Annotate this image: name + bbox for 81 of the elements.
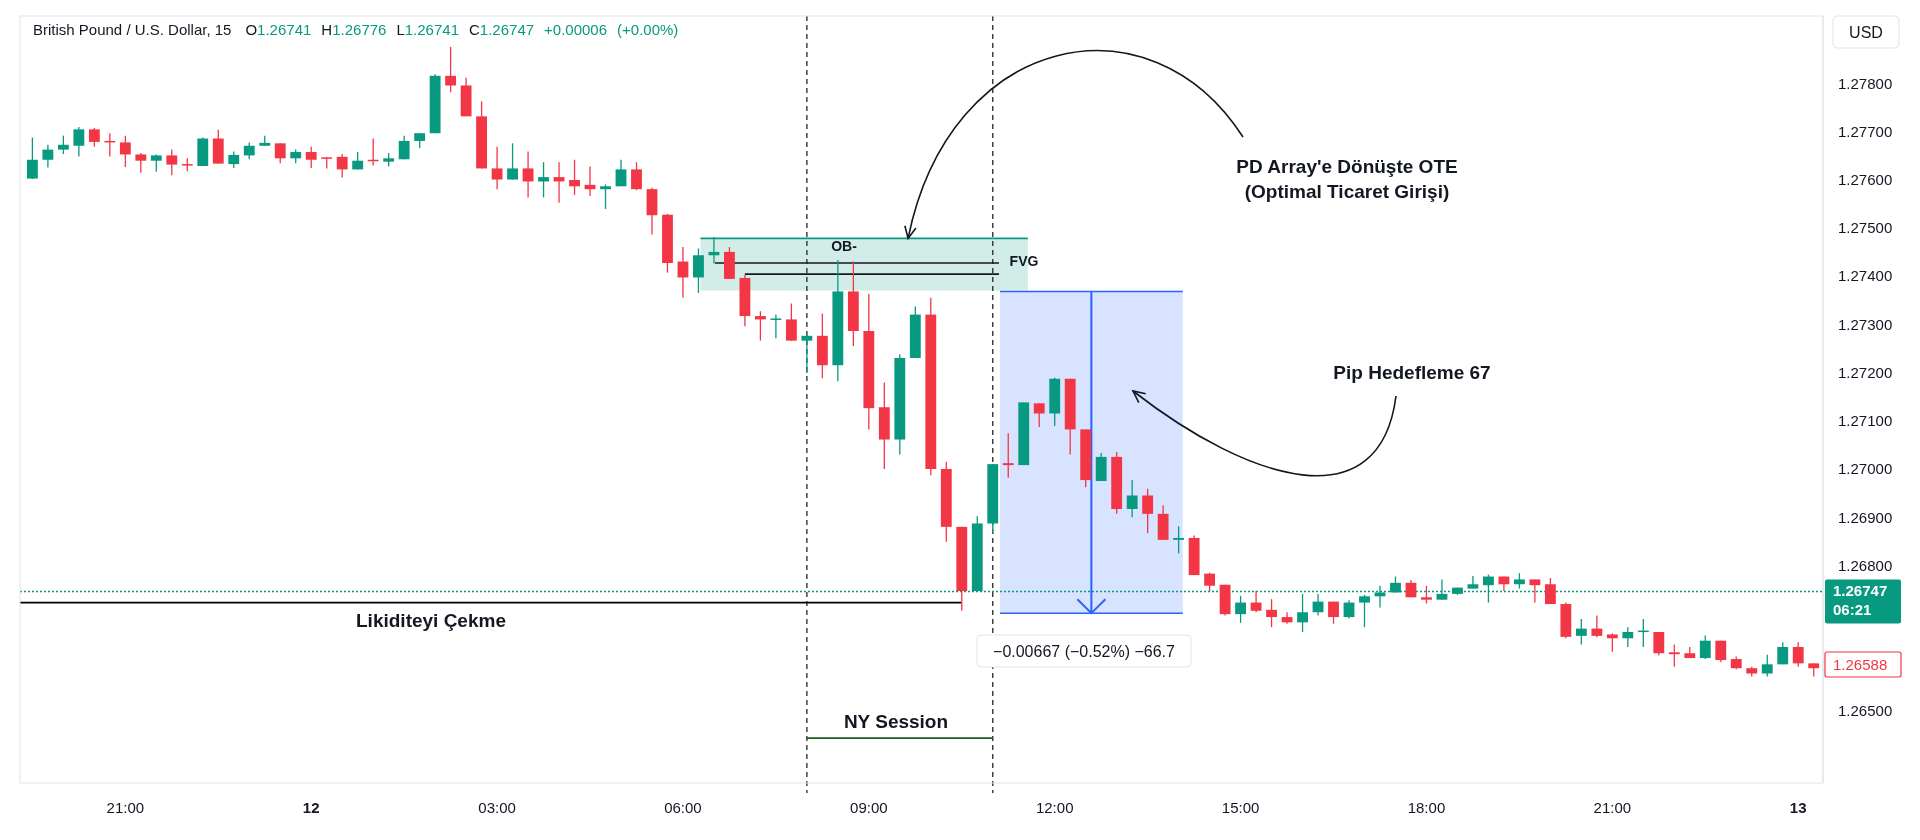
- candlestick: [1126, 479, 1138, 518]
- candlestick: [1792, 641, 1804, 668]
- candlestick: [1529, 578, 1541, 604]
- candlestick: [1033, 402, 1045, 428]
- candlestick: [1544, 577, 1556, 605]
- candlestick: [600, 183, 611, 210]
- candlestick: [1575, 618, 1587, 646]
- annotation: Pip Hedefleme 67: [1333, 361, 1491, 383]
- x-tick-label: 21:00: [1593, 799, 1632, 816]
- candlestick: [26, 136, 38, 180]
- y-axis-title: USD: [1849, 24, 1883, 41]
- candlestick: [1142, 488, 1154, 534]
- y-tick-label: 1.27500: [1838, 219, 1893, 237]
- y-tick-label: 1.27700: [1838, 122, 1893, 140]
- candlestick: [1002, 432, 1014, 479]
- candlestick: [507, 142, 518, 181]
- candlestick: [73, 126, 85, 158]
- candlestick: [569, 159, 580, 196]
- candlestick: [615, 159, 627, 187]
- candlestick: [1699, 634, 1711, 660]
- x-tick-label: 09:00: [850, 799, 888, 816]
- x-tick-label: 21:00: [106, 799, 145, 816]
- y-tick-label: 1.27600: [1838, 171, 1893, 189]
- x-tick-label: 13: [1789, 799, 1807, 816]
- candlestick: [1359, 594, 1370, 628]
- candlestick: [785, 302, 797, 342]
- annotation: Likiditeyi Çekme: [356, 609, 506, 631]
- x-tick-label: 12:00: [1035, 799, 1074, 816]
- candlestick: [693, 247, 704, 294]
- annotation: −0.00667 (−0.52%) −66.7: [993, 643, 1176, 660]
- candlestick: [1761, 654, 1773, 678]
- candlestick: [631, 161, 642, 191]
- x-tick-label: 06:00: [664, 799, 702, 816]
- candlestick: [57, 134, 69, 155]
- candlestick: [135, 152, 147, 174]
- candlestick: [1591, 614, 1603, 638]
- candlestick: [305, 146, 317, 169]
- candlestick: [1173, 525, 1185, 555]
- candlestick: [1606, 632, 1618, 653]
- y-tick-label: 1.27000: [1838, 460, 1893, 478]
- y-tick-label: 1.27800: [1838, 74, 1893, 92]
- x-tick-label: 15:00: [1221, 799, 1260, 816]
- chart-title: British Pound / U.S. Dollar, 15: [33, 21, 232, 38]
- candlestick: [274, 142, 286, 164]
- ref-line-label: 1.26747 06:21: [1833, 582, 1888, 619]
- candlestick: [336, 153, 348, 179]
- candlestick: [1297, 593, 1308, 633]
- candlestick: [801, 333, 813, 374]
- y-tick-label: 1.27200: [1838, 363, 1893, 381]
- candlestick: [166, 148, 178, 176]
- candlestick: [1653, 631, 1665, 656]
- y-tick-label: 1.26800: [1838, 556, 1893, 574]
- y-tick-label: 1.27100: [1838, 412, 1893, 430]
- candlestick: [538, 161, 549, 199]
- candlestick: [491, 146, 503, 190]
- candlestick: [1266, 598, 1277, 628]
- y-tick-label: 1.26900: [1838, 508, 1893, 526]
- candlestick: [445, 46, 457, 93]
- x-tick-label: 18:00: [1407, 799, 1446, 816]
- candlestick: [1235, 595, 1247, 624]
- candlestick: [1622, 626, 1634, 648]
- annotation: OB-: [831, 237, 858, 254]
- candlestick: [119, 134, 131, 168]
- annotation: PD Array'e Dönüşte OTE (Optimal Ticaret Girişi): [1236, 155, 1458, 203]
- annotation: NY Session: [843, 710, 949, 732]
- candlestick: [770, 313, 782, 339]
- annotation: FVG: [1009, 252, 1039, 269]
- candlestick: [88, 127, 100, 148]
- candlestick: [1467, 575, 1479, 590]
- candlestick: [1250, 590, 1262, 613]
- y-tick-label: 1.27300: [1838, 315, 1893, 333]
- x-tick-label: 12: [302, 799, 320, 816]
- candlestick: [42, 144, 54, 169]
- x-tick-label: 03:00: [478, 799, 516, 816]
- y-tick-label: 1.26500: [1838, 701, 1893, 719]
- candlestick: [522, 150, 534, 199]
- candlestick: [1204, 572, 1216, 592]
- text: 1.26588: [1833, 656, 1888, 673]
- candlestick: [1668, 643, 1680, 668]
- text: O1.26741 H1.26776 L1.26741 C1.26747 +0.00006 (+0.00%): [245, 21, 679, 38]
- y-tick-label: 1.27400: [1838, 267, 1893, 285]
